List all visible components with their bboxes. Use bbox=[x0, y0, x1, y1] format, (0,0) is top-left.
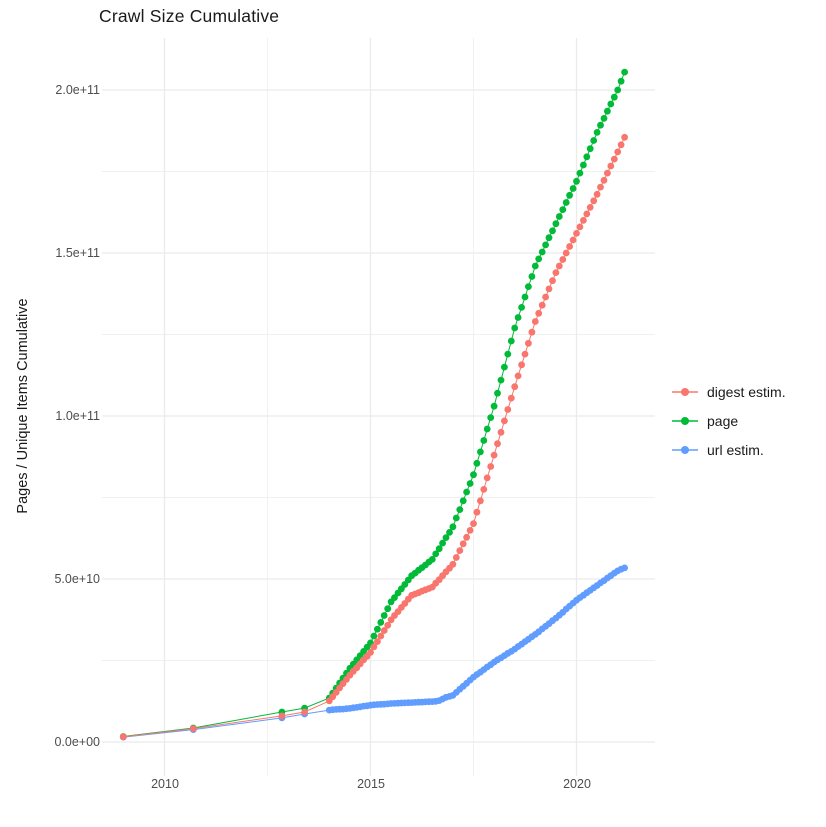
legend-label: digest estim. bbox=[707, 383, 786, 400]
legend-dot-swatch bbox=[681, 445, 689, 454]
chart-title: Crawl Size Cumulative bbox=[99, 6, 280, 26]
y-tick-label-3: 1.5e+11 bbox=[55, 246, 100, 260]
y-tick-label-4: 2.0e+11 bbox=[55, 83, 100, 97]
legend-label: page bbox=[707, 412, 739, 429]
legend-key-digest-estim bbox=[672, 385, 698, 399]
legend: digest estim. page url estim. bbox=[672, 377, 786, 464]
legend-item-page: page bbox=[672, 406, 786, 435]
y-tick-label-2: 1.0e+11 bbox=[55, 409, 100, 423]
legend-key-page bbox=[672, 414, 698, 428]
legend-item-digest-estim: digest estim. bbox=[672, 377, 786, 406]
legend-item-url-estim: url estim. bbox=[672, 435, 786, 464]
series-digest-estim bbox=[119, 133, 628, 741]
legend-key-url-estim bbox=[672, 443, 698, 457]
series-url-estim bbox=[119, 564, 628, 741]
y-tick-label-0: 0.0e+00 bbox=[54, 735, 100, 749]
x-tick-label-2010: 2010 bbox=[151, 777, 179, 791]
x-tick-label-2015: 2015 bbox=[357, 777, 385, 791]
y-tick-label-1: 5.0e+10 bbox=[54, 572, 100, 586]
legend-label: url estim. bbox=[707, 441, 764, 458]
legend-dot-swatch bbox=[681, 387, 689, 396]
series-page bbox=[119, 68, 628, 740]
legend-dot-swatch bbox=[681, 416, 689, 425]
x-tick-label-2020: 2020 bbox=[563, 777, 591, 791]
